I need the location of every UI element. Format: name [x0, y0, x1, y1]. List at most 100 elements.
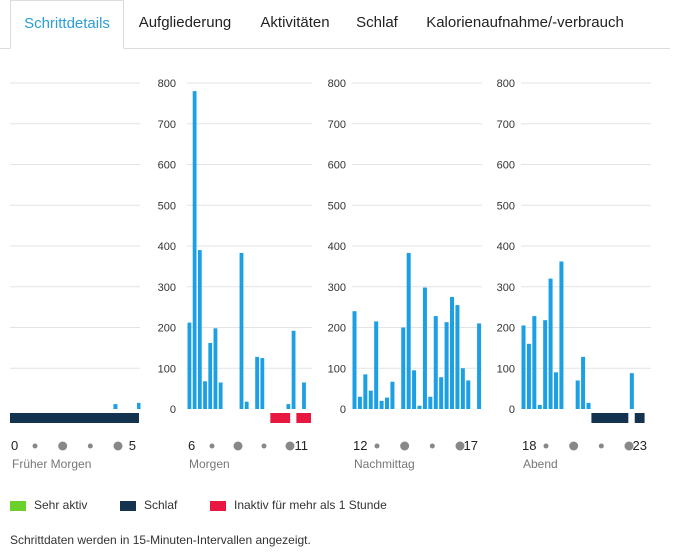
bar	[433, 316, 438, 409]
y-tick-label: 500	[328, 200, 346, 212]
bar	[352, 311, 357, 409]
y-tick-label: 400	[158, 241, 176, 253]
interval-note: Schrittdaten werden in 15-Minuten-Interv…	[10, 533, 311, 547]
bar	[477, 323, 482, 409]
hour-dot	[113, 441, 123, 451]
bar	[581, 356, 586, 409]
y-tick-label: 600	[497, 160, 515, 172]
bar	[113, 404, 118, 409]
bar	[532, 316, 537, 409]
y-tick-label: 300	[328, 282, 346, 294]
steps-chart: 0 5 Früher Morgen 0 100 200 300 400 500 600 700 800…	[10, 78, 651, 471]
hour-label-end: 17	[464, 438, 478, 453]
bar	[368, 390, 373, 409]
legend-swatch-inaktiv	[210, 501, 226, 511]
bar	[439, 377, 444, 409]
hour-label-end: 5	[129, 438, 136, 453]
tab-aktivitaeten[interactable]: Aktivitäten	[260, 14, 330, 31]
bar	[286, 404, 291, 409]
bar	[554, 372, 559, 409]
bar	[412, 370, 417, 409]
bar	[575, 380, 580, 409]
bar	[559, 261, 564, 409]
tab-kalorien[interactable]: Kalorienaufnahme/-verbrauch	[426, 14, 624, 31]
bar	[213, 328, 218, 409]
sleep-band	[591, 413, 629, 423]
hour-dot	[400, 441, 410, 451]
y-tick-label: 600	[328, 160, 346, 172]
tab-aufgliederung[interactable]: Aufgliederung	[138, 14, 232, 31]
y-tick-label: 800	[497, 78, 515, 90]
hour-dot	[261, 443, 267, 449]
bar	[444, 322, 449, 409]
hour-dot	[58, 441, 68, 451]
y-tick-label: 100	[328, 363, 346, 375]
bar	[197, 250, 202, 409]
bar	[239, 252, 244, 409]
hour-dot	[624, 441, 634, 451]
bar	[291, 330, 296, 409]
bar	[385, 397, 390, 409]
bar	[526, 343, 531, 409]
legend-label-inaktiv: Inaktiv für mehr als 1 Stunde	[234, 498, 387, 512]
hour-dot	[429, 443, 435, 449]
bar	[302, 382, 306, 409]
y-tick-label: 0	[509, 404, 515, 416]
period-label: Früher Morgen	[12, 457, 91, 471]
bar	[218, 382, 223, 409]
bar	[401, 327, 406, 409]
legend-label-sehr-aktiv: Sehr aktiv	[34, 498, 88, 512]
bar	[450, 296, 455, 409]
hour-label-start: 0	[11, 438, 18, 453]
hour-dot	[569, 441, 579, 451]
hour-label-end: 11	[295, 438, 309, 453]
bar	[260, 358, 265, 409]
hour-dot	[455, 441, 465, 451]
period-label: Nachmittag	[354, 457, 415, 471]
y-tick-label: 600	[158, 160, 176, 172]
y-tick-label: 700	[158, 119, 176, 131]
hour-dot	[32, 443, 38, 449]
bar	[374, 321, 379, 409]
bar	[466, 380, 471, 409]
tab-schrittdetails[interactable]: Schrittdetails	[10, 0, 124, 49]
y-tick-label: 100	[158, 363, 176, 375]
bar	[379, 400, 384, 409]
legend-label-schlaf: Schlaf	[144, 498, 178, 512]
bar	[460, 368, 465, 409]
legend-swatch-schlaf	[120, 501, 136, 511]
bar	[137, 402, 141, 409]
bar	[543, 320, 548, 409]
bar	[406, 252, 411, 409]
bar	[417, 405, 422, 409]
y-tick-label: 200	[497, 323, 515, 335]
hour-label-end: 23	[633, 438, 647, 453]
bar	[390, 381, 395, 409]
bar	[455, 305, 460, 409]
bar	[521, 325, 526, 409]
legend-swatch-sehr-aktiv	[10, 501, 26, 511]
legend: Sehr aktiv Schlaf Inaktiv für mehr als 1…	[0, 498, 688, 518]
hour-dot	[374, 443, 380, 449]
y-tick-label: 500	[497, 200, 515, 212]
bar	[255, 356, 260, 409]
bar	[187, 322, 192, 409]
y-tick-label: 0	[340, 404, 346, 416]
tab-schlaf[interactable]: Schlaf	[356, 14, 398, 31]
hour-dot	[87, 443, 93, 449]
bar	[357, 396, 362, 409]
hour-label-start: 6	[188, 438, 195, 453]
y-tick-label: 200	[328, 323, 346, 335]
y-tick-label: 700	[328, 119, 346, 131]
period-label: Abend	[523, 457, 558, 471]
bar	[537, 404, 542, 409]
inactive-band	[296, 413, 311, 423]
bar	[548, 278, 553, 409]
hour-dot	[285, 441, 295, 451]
inactive-band	[270, 413, 291, 423]
period-label: Morgen	[189, 457, 230, 471]
y-tick-label: 500	[158, 200, 176, 212]
bar	[244, 401, 249, 409]
bar	[422, 287, 427, 409]
y-tick-label: 400	[328, 241, 346, 253]
